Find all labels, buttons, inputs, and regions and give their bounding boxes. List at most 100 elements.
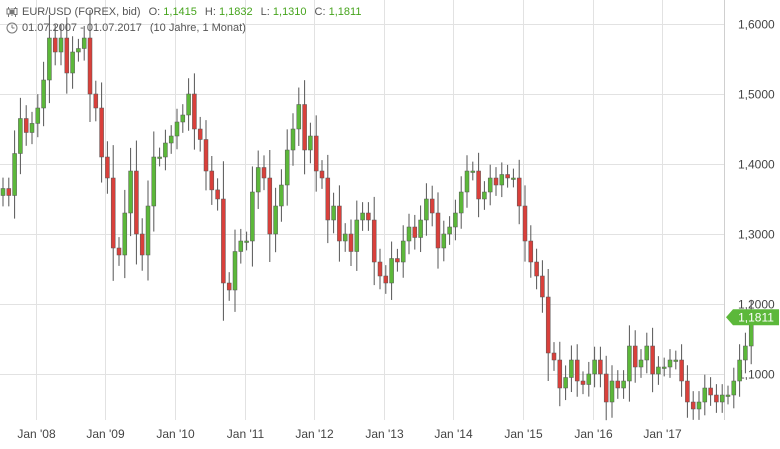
candle-body [47, 37, 52, 81]
candle-body [441, 233, 447, 249]
candle-body [418, 219, 423, 238]
x-tick-label: Jan '13 [365, 427, 404, 441]
candle-body [516, 177, 522, 207]
candle-body [261, 167, 267, 179]
x-tick-label: Jan '17 [643, 427, 682, 441]
candle-body [522, 205, 528, 242]
candle-body [70, 51, 75, 74]
candle-body [592, 359, 597, 375]
candle-body [342, 233, 348, 242]
last-price-tag [726, 309, 779, 326]
candle-body [232, 251, 238, 291]
candle-body [197, 128, 203, 140]
candle-body [290, 128, 296, 151]
candle-body [534, 261, 539, 277]
candle-body [157, 156, 162, 159]
candle-body [714, 394, 719, 403]
candle-body [296, 104, 302, 130]
candle-body [435, 212, 441, 249]
candle-body [638, 359, 644, 368]
x-tick-label: Jan '15 [504, 427, 543, 441]
candle-body [586, 373, 592, 385]
candle-body [447, 226, 452, 235]
clock-icon [6, 22, 18, 34]
candle-body [476, 170, 481, 200]
candle-body [424, 198, 429, 221]
candle-body [650, 345, 655, 375]
candle-body [412, 226, 418, 238]
candle-body [331, 205, 336, 221]
candle-body [29, 123, 35, 133]
low-label: L: [260, 6, 270, 18]
candle-body [180, 114, 186, 123]
candle-body [487, 177, 493, 193]
candle-body [673, 359, 679, 362]
candle-body [563, 377, 568, 389]
candle-body [250, 191, 255, 242]
candle-body [93, 93, 99, 109]
candle-body [209, 170, 215, 191]
candle-body [406, 226, 412, 242]
candle-body [464, 170, 470, 193]
candle-body [719, 394, 725, 403]
candle-body [64, 37, 70, 74]
candle-body [679, 359, 684, 382]
candle-body [557, 359, 563, 389]
candle-body [360, 212, 365, 221]
x-tick-label: Jan '08 [17, 427, 56, 441]
candle-body [632, 345, 638, 368]
open-label: O: [148, 6, 161, 18]
candle-body [23, 118, 29, 133]
candle-body [313, 135, 319, 172]
candle-body [505, 174, 510, 179]
candle-body [470, 170, 476, 173]
candle-body [163, 142, 168, 158]
low-value: 1,1310 [272, 6, 307, 18]
chart-header: EUR/USD (FOREX, bid) O: 1,1415 H: 1,1832… [6, 4, 361, 36]
candle-body [389, 258, 394, 284]
candle-body [366, 212, 371, 221]
x-tick-label: Jan '10 [156, 427, 195, 441]
candle-body [708, 387, 713, 396]
candle-body [186, 93, 191, 116]
candle-body [627, 345, 632, 382]
close-value: 1,1811 [328, 6, 362, 18]
date-range: 01.07.2007 - 01.07.2017 [22, 22, 142, 34]
y-tick-label: 1,1000 [738, 368, 775, 382]
candle-body [215, 189, 220, 200]
candle-body [238, 240, 244, 252]
candle-body [511, 177, 516, 180]
candle-body [661, 366, 667, 369]
candle-body [18, 118, 23, 154]
candle-body [551, 352, 557, 361]
candle-body [192, 93, 197, 130]
candle-body [458, 191, 464, 214]
candle-body [319, 170, 325, 179]
candle-body [569, 359, 574, 378]
candle-body [116, 247, 122, 256]
candle-body [685, 380, 690, 403]
x-tick-label: Jan '16 [574, 427, 613, 441]
header-quote-row: EUR/USD (FOREX, bid) O: 1,1415 H: 1,1832… [6, 4, 361, 20]
candle-body [221, 198, 226, 284]
y-tick-label: 1,3000 [738, 228, 775, 242]
candle-body [725, 394, 731, 397]
candle-body [377, 261, 383, 277]
last-price-label: 1,1811 [738, 311, 774, 325]
candle-body [383, 275, 389, 284]
candle-body [615, 380, 621, 389]
candle-body [35, 107, 41, 124]
candle-body [52, 37, 58, 53]
high-label: H: [204, 6, 216, 18]
candle-body [255, 167, 261, 193]
candle-body [644, 345, 650, 361]
instrument-name: EUR/USD (FOREX, bid) [22, 6, 141, 18]
close-label: C: [314, 6, 326, 18]
candle-body [151, 156, 157, 207]
candle-body [267, 177, 273, 235]
candle-body [499, 174, 505, 186]
candle-body [273, 205, 278, 235]
candle-body [348, 233, 354, 252]
candle-body [105, 156, 110, 179]
